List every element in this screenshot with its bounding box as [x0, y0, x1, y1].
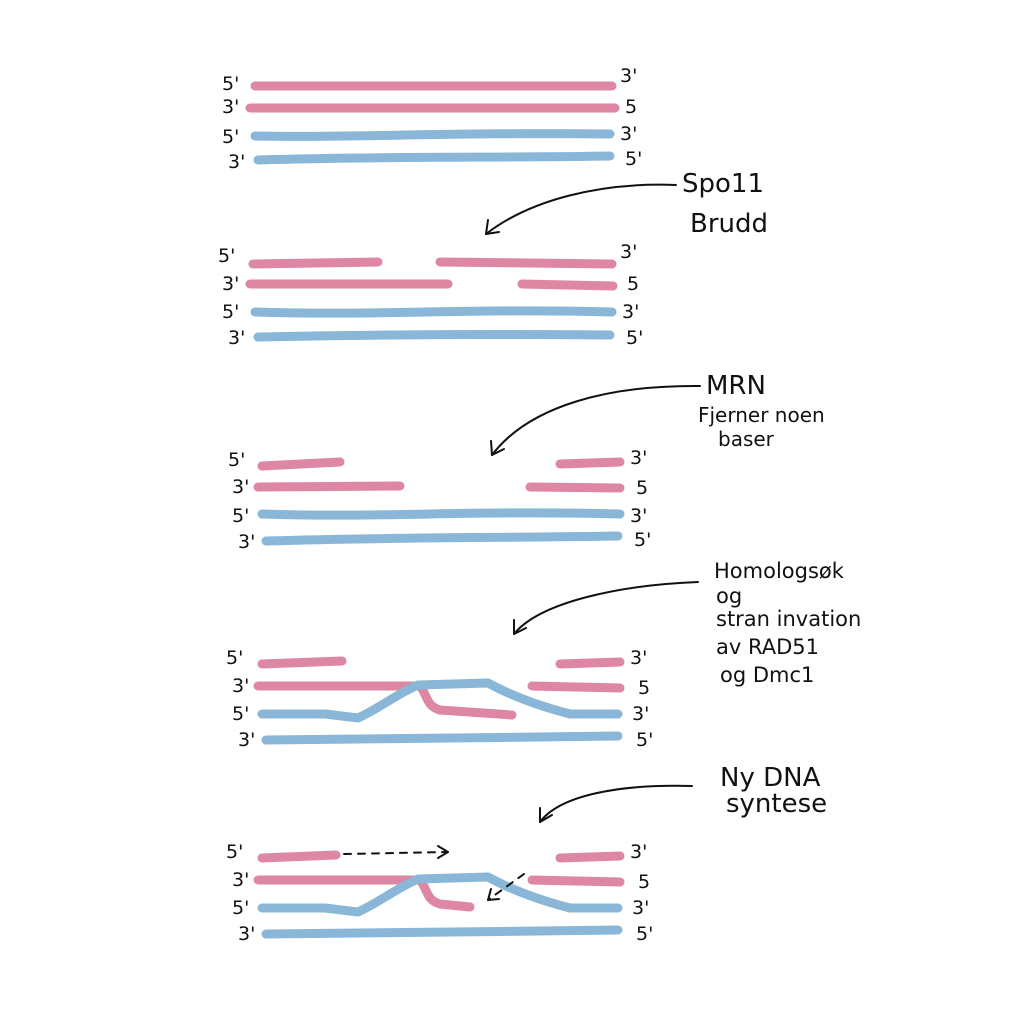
blue-strand-top	[257, 508, 625, 520]
stage-4-invasion: 5' 3' 5' 3' 3' 5 3' 5'	[226, 647, 653, 751]
pink-strand-top-right	[435, 257, 617, 269]
annotation-line: baser	[718, 427, 775, 451]
blue-strand-bottom	[253, 329, 615, 342]
annotation-subtitle: syntese	[726, 789, 827, 819]
pink-strand-top-right	[555, 657, 625, 669]
label-5prime: 5'	[226, 647, 243, 669]
label-3prime: 3'	[238, 729, 255, 751]
pink-strand-top-left	[257, 457, 345, 471]
pink-strand-bottom-right	[517, 279, 618, 291]
label-5: 5	[638, 871, 650, 893]
pink-strand-top-left	[248, 257, 383, 269]
stage-3-resection: 5' 3' 5' 3' 3' 5 3' 5'	[228, 447, 651, 553]
arrow-head	[437, 845, 449, 859]
blue-strand-bottom	[261, 925, 623, 939]
annotation-line: og Dmc1	[720, 663, 814, 687]
label-3prime: 3'	[620, 123, 637, 145]
label-3prime: 3'	[238, 923, 255, 945]
annotation-line: Homologsøk	[714, 559, 845, 583]
label-3prime: 3'	[630, 841, 647, 863]
pink-strand-bottom-right	[527, 875, 625, 887]
label-3prime: 3'	[630, 447, 647, 469]
label-5: 5	[627, 273, 639, 295]
label-3prime: 3'	[630, 505, 647, 527]
label-5prime: 5'	[626, 327, 643, 349]
label-3prime: 3'	[232, 476, 249, 498]
annotation-spo11: Spo11 Brudd	[485, 169, 768, 239]
label-3prime: 3'	[632, 703, 649, 725]
arrow-head	[485, 219, 500, 235]
label-5prime: 5'	[232, 703, 249, 725]
pink-strand-invading	[253, 875, 475, 912]
blue-strand-bottom	[261, 731, 623, 745]
label-3prime: 3'	[632, 897, 649, 919]
label-5prime: 5'	[226, 841, 243, 863]
annotation-subtitle: Brudd	[690, 209, 768, 239]
label-5prime: 5'	[228, 449, 245, 471]
arrow-head	[513, 619, 527, 635]
label-5prime: 5'	[634, 529, 651, 551]
synthesis-arrow-top	[343, 851, 449, 855]
annotation-line: og	[716, 584, 742, 608]
pink-strand-bottom-right	[527, 681, 625, 693]
label-5: 5	[625, 96, 637, 118]
stage-2-break: 5' 3' 5' 3' 3' 5 3' 5'	[218, 241, 643, 349]
label-5prime: 5'	[222, 73, 239, 95]
arrow-spo11	[485, 183, 677, 235]
label-3prime: 3'	[232, 869, 249, 891]
label-3prime: 3'	[222, 273, 239, 295]
label-5prime: 5'	[232, 505, 249, 527]
label-3prime: 3'	[630, 647, 647, 669]
pink-strand-top-right	[555, 851, 625, 863]
label-5prime: 5'	[218, 245, 235, 267]
annotation-strand-invasion: Homologsøk og stran invation av RAD51 og…	[513, 559, 861, 687]
blue-strand-displaced	[257, 678, 623, 723]
label-3prime: 3'	[232, 675, 249, 697]
annotation-line: av RAD51	[716, 635, 819, 659]
annotation-title: MRN	[706, 371, 766, 401]
blue-strand-top	[250, 129, 615, 141]
arrow-mrn	[491, 384, 701, 456]
pink-strand-top-left	[257, 850, 341, 863]
label-3prime: 3'	[228, 151, 245, 173]
annotation-title: Ny DNA	[720, 763, 821, 793]
annotation-line: stran invation	[716, 607, 861, 631]
label-5prime: 5'	[222, 126, 239, 148]
label-3prime: 3'	[238, 531, 255, 553]
annotation-synthesis: Ny DNA syntese	[539, 763, 827, 823]
label-3prime: 3'	[620, 241, 637, 263]
arrow-head	[539, 807, 553, 823]
annotation-line: Fjerner noen	[698, 403, 825, 427]
label-5: 5	[636, 477, 648, 499]
label-5prime: 5'	[222, 301, 239, 323]
annotation-mrn: MRN Fjerner noen baser	[490, 371, 825, 456]
annotation-title: Spo11	[682, 169, 764, 199]
stage-1-intact: 5' 3' 5' 3' 3' 5 3' 5'	[222, 65, 642, 173]
pink-strand-top-right	[555, 457, 625, 469]
label-5prime: 5'	[625, 148, 642, 170]
label-3prime: 3'	[222, 96, 239, 118]
arrow-head	[487, 888, 500, 901]
blue-strand-bottom	[253, 151, 615, 165]
label-5prime: 5'	[232, 897, 249, 919]
blue-strand-top	[250, 306, 617, 318]
arrow-synthesis	[539, 784, 693, 823]
blue-strand-bottom	[261, 531, 623, 546]
arrow-invasion	[513, 581, 699, 635]
label-5prime: 5'	[636, 923, 653, 945]
pink-strand-bottom-right	[525, 482, 625, 493]
pink-strand-bottom-left	[253, 481, 405, 492]
blue-strand-displaced	[257, 872, 623, 917]
label-3prime: 3'	[228, 327, 245, 349]
label-5: 5	[638, 677, 650, 699]
stage-5-synthesis: 5' 3' 5' 3' 3' 5 3' 5'	[226, 841, 653, 945]
label-3prime: 3'	[622, 301, 639, 323]
arrow-head	[490, 440, 505, 456]
pink-strand-top-left	[257, 656, 347, 669]
synthesis-arrow-invading	[487, 873, 525, 901]
label-5prime: 5'	[636, 729, 653, 751]
label-3prime: 3'	[620, 65, 637, 87]
